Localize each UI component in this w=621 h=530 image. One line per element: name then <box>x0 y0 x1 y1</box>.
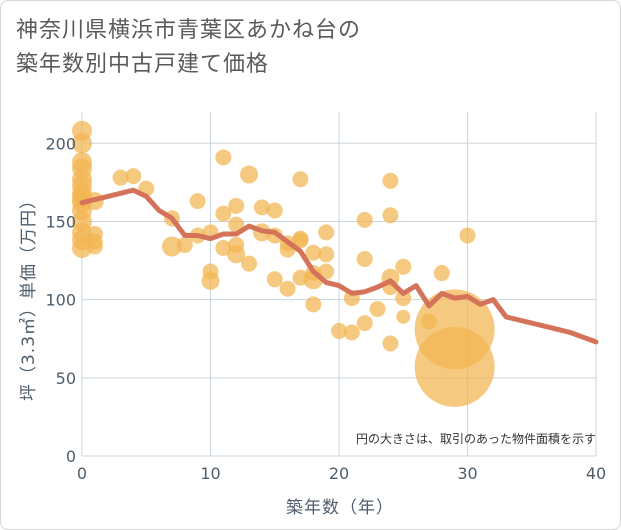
bubble-point-76 <box>459 227 476 244</box>
y-tick-label-50: 50 <box>56 369 76 388</box>
bubble-point-55 <box>318 246 335 263</box>
y-tick-label-200: 200 <box>45 134 76 153</box>
bubble-point-60 <box>356 211 373 228</box>
bubble-point-45 <box>279 280 296 297</box>
x-tick-label-10: 10 <box>200 464 220 483</box>
bubble-point-71 <box>396 309 411 324</box>
bubble-point-69 <box>395 258 412 275</box>
bubble-point-28 <box>201 271 220 290</box>
bubble-series <box>72 120 495 407</box>
trend-line <box>79 187 599 345</box>
bubble-point-17 <box>86 238 103 255</box>
bubble-point-61 <box>356 250 373 267</box>
x-tick-label-40: 40 <box>586 464 606 483</box>
bubble-point-48 <box>292 232 309 249</box>
trend-line-series <box>79 187 599 345</box>
chart-title: 神奈川県横浜市青葉区あかね台の 築年数別中古戸建て価格 <box>16 14 606 82</box>
bubble-point-29 <box>215 149 232 166</box>
x-tick-label-0: 0 <box>77 464 87 483</box>
bubble-point-70 <box>395 290 412 307</box>
bubble-point-18 <box>112 169 129 186</box>
x-tick-label-20: 20 <box>329 464 349 483</box>
bubble-point-53 <box>305 296 322 313</box>
bubble-point-64 <box>382 172 399 189</box>
y-tick-label-0: 0 <box>66 447 76 466</box>
bubble-point-62 <box>356 315 373 332</box>
bubble-point-22 <box>161 236 182 257</box>
bubble-point-56 <box>318 263 335 280</box>
bubble-point-42 <box>266 271 283 288</box>
bubble-point-32 <box>228 197 245 214</box>
y-axis-label: 坪（3.3㎡）単価（万円） <box>19 191 39 401</box>
bubble-point-50 <box>305 244 322 261</box>
bubble-point-30 <box>215 205 232 222</box>
bubble-point-36 <box>240 165 259 184</box>
bubble-point-33 <box>228 216 245 233</box>
title-line-2: 築年数別中古戸建て価格 <box>16 52 270 77</box>
x-axis-label: 築年数（年） <box>286 498 394 518</box>
bubble-point-73 <box>433 265 450 282</box>
axis-ticks: 0 50 100 150 200 0 10 20 30 40 <box>45 134 606 483</box>
bubble-size-note: 円の大きさは、取引のあった物件面積を示す <box>356 431 596 446</box>
bubble-point-19 <box>125 168 142 185</box>
bubble-point-38 <box>253 199 270 216</box>
bubble-point-23 <box>176 236 193 253</box>
bubble-point-46 <box>292 171 309 188</box>
bubble-point-35 <box>227 245 246 264</box>
bubble-point-54 <box>318 224 335 241</box>
bubble-point-37 <box>241 255 258 272</box>
bubble-point-57 <box>331 322 347 339</box>
bubble-point-24 <box>189 193 206 210</box>
bubble-point-75 <box>414 326 495 407</box>
bubble-point-40 <box>266 202 283 219</box>
bubble-point-68 <box>382 335 399 352</box>
bubble-point-1 <box>72 133 92 154</box>
y-tick-label-100: 100 <box>45 291 76 310</box>
bubble-point-31 <box>215 240 232 257</box>
bubble-point-65 <box>382 207 399 224</box>
bubble-point-63 <box>369 301 386 318</box>
x-tick-label-30: 30 <box>457 464 477 483</box>
y-tick-label-150: 150 <box>45 212 76 231</box>
bubble-point-59 <box>343 324 360 341</box>
title-line-1: 神奈川県横浜市青葉区あかね台の <box>16 18 362 43</box>
